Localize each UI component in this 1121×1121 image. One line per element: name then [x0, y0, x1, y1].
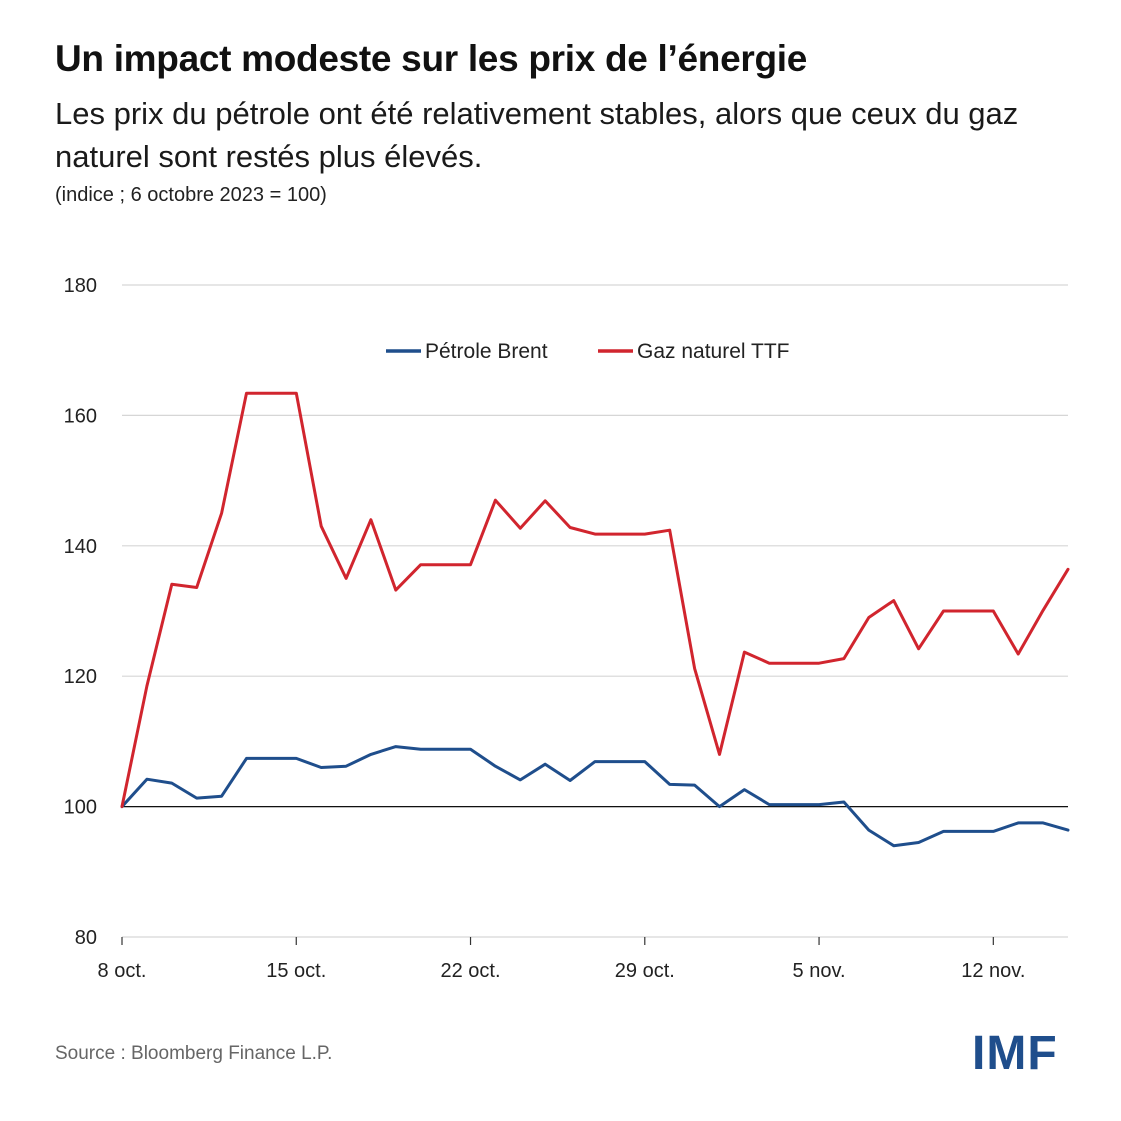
x-axis: 8 oct. 15 oct. 22 oct. 29 oct. 5 nov. 12 nov.: [98, 936, 1068, 982]
series-lines: [120, 391, 1070, 848]
y-tick-label-160: 160: [64, 405, 97, 427]
y-axis-ticks: 80 100 120 140 160 180: [64, 275, 97, 949]
series-line-brent: [120, 745, 1070, 848]
x-tick-label: 22 oct.: [441, 960, 501, 982]
x-tick-label: 12 nov.: [961, 960, 1025, 982]
y-tick-label-80: 80: [75, 927, 97, 949]
chart-subtitle: Les prix du pétrole ont été relativement…: [55, 96, 1019, 174]
x-tick-label: 29 oct.: [615, 960, 675, 982]
source-note: Source : Bloomberg Finance L.P.: [55, 1043, 333, 1064]
series-line-ttf: [120, 391, 1070, 809]
legend-label: Pétrole Brent: [425, 340, 548, 363]
legend: Pétrole Brent Gaz naturel TTF: [386, 340, 790, 363]
legend-label: Gaz naturel TTF: [637, 340, 790, 363]
chart-title: Un impact modeste sur les prix de l’éner…: [55, 38, 808, 79]
y-tick-label-140: 140: [64, 536, 97, 558]
y-tick-label-100: 100: [64, 797, 97, 819]
x-tick-label: 5 nov.: [793, 960, 846, 982]
y-tick-label-120: 120: [64, 666, 97, 688]
imf-logo: IMF: [972, 1027, 1058, 1080]
x-tick-label: 8 oct.: [98, 960, 147, 982]
x-tick-label: 15 oct.: [266, 960, 326, 982]
unit-note: (indice ; 6 octobre 2023 = 100): [55, 184, 327, 206]
y-tick-label-180: 180: [64, 275, 97, 297]
gridlines: [122, 284, 1068, 808]
